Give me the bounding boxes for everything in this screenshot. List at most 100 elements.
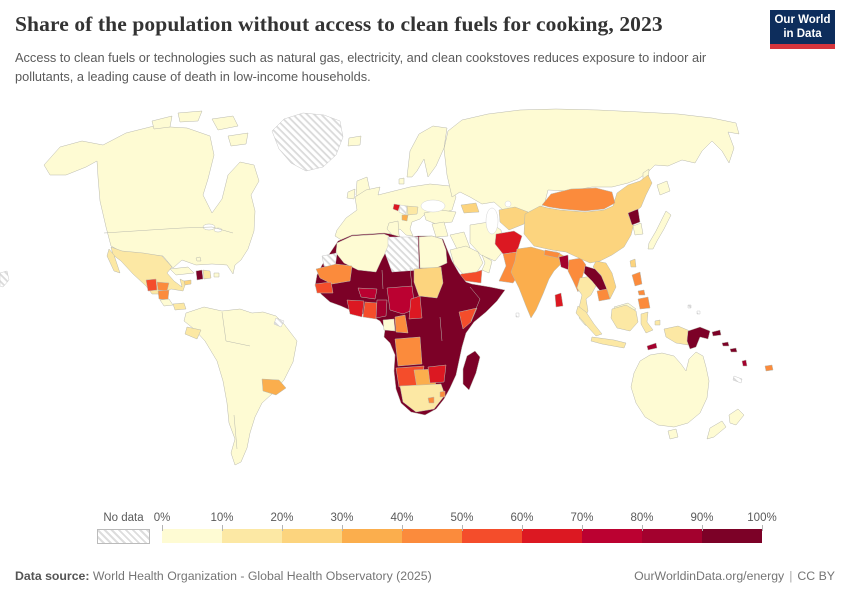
region-south-america[interactable] — [183, 306, 298, 466]
region-denmark[interactable] — [398, 177, 405, 185]
region-mexico[interactable] — [106, 248, 121, 274]
legend-swatch-90-100%[interactable] — [702, 529, 762, 543]
region-arctic-islands[interactable] — [211, 115, 239, 131]
region-south-korea[interactable] — [632, 222, 644, 236]
region-indonesia[interactable] — [590, 336, 627, 349]
region-bahamas[interactable] — [195, 256, 202, 262]
region-haiti[interactable] — [195, 269, 204, 281]
region-mauritania[interactable] — [315, 263, 353, 285]
region-north-america[interactable] — [43, 125, 260, 275]
region-bulgaria[interactable] — [406, 205, 419, 216]
legend-swatch-60-70%[interactable] — [522, 529, 582, 543]
region-arctic-islands[interactable] — [151, 115, 173, 130]
region-australia[interactable] — [630, 351, 710, 428]
region-guatemala[interactable] — [145, 278, 158, 292]
region-cameroon[interactable] — [408, 295, 423, 320]
region-ecuador[interactable] — [184, 326, 202, 340]
region-north-macedonia[interactable] — [401, 214, 409, 222]
region-vanuatu[interactable] — [741, 359, 748, 367]
region-solomon-islands[interactable] — [729, 347, 738, 353]
region-oman[interactable] — [481, 254, 493, 274]
region-north-korea[interactable] — [627, 208, 641, 226]
region-philippines[interactable] — [637, 296, 651, 310]
region-greenland[interactable] — [271, 112, 344, 172]
region-indonesia[interactable] — [575, 305, 603, 337]
region-saudi-arabia[interactable] — [449, 245, 484, 275]
region-scandinavia[interactable] — [406, 125, 448, 178]
region-congo[interactable] — [394, 314, 409, 334]
region-costa-rica[interactable] — [159, 298, 174, 307]
legend-swatch-40-50%[interactable] — [402, 529, 462, 543]
region-honduras[interactable] — [156, 281, 170, 292]
license-link[interactable]: CC BY — [797, 569, 835, 583]
region-new-caledonia[interactable] — [732, 375, 743, 384]
region-puerto-rico[interactable] — [213, 272, 220, 278]
region-cote-divoire[interactable] — [346, 299, 365, 318]
region-micronesia[interactable] — [687, 304, 692, 309]
legend-swatch-10-20%[interactable] — [222, 529, 282, 543]
legend-swatch-20-30%[interactable] — [282, 529, 342, 543]
region-gabon[interactable] — [382, 318, 396, 332]
region-paraguay[interactable] — [261, 378, 287, 396]
region-turkmenistan-uzbekistan[interactable] — [498, 206, 529, 231]
region-sri-lanka[interactable] — [554, 292, 564, 308]
region-kenya[interactable] — [458, 307, 478, 330]
legend-swatch-30-40%[interactable] — [342, 529, 402, 543]
region-nepal[interactable] — [543, 249, 561, 259]
region-caucasus[interactable] — [460, 202, 480, 214]
region-nicaragua[interactable] — [157, 289, 170, 301]
region-japan[interactable] — [647, 210, 672, 250]
region-papua-new-guinea[interactable] — [686, 326, 711, 350]
region-angola[interactable] — [394, 336, 423, 367]
region-cambodia[interactable] — [596, 288, 611, 302]
region-senegal[interactable] — [314, 281, 334, 294]
region-philippines[interactable] — [631, 271, 643, 287]
region-togo-benin[interactable] — [375, 299, 388, 319]
region-indonesia[interactable] — [663, 325, 691, 346]
region-new-zealand[interactable] — [728, 408, 745, 426]
legend-swatch-50-60%[interactable] — [462, 529, 522, 543]
region-panama[interactable] — [172, 302, 187, 311]
region-new-zealand[interactable] — [706, 420, 727, 440]
region-french-guiana[interactable] — [273, 317, 285, 328]
region-pacific-fragment[interactable] — [0, 270, 10, 288]
region-japan[interactable] — [656, 180, 671, 196]
legend-swatch-70-80%[interactable] — [582, 529, 642, 543]
region-indonesia[interactable] — [640, 311, 654, 334]
region-fiji[interactable] — [764, 364, 774, 372]
region-south-africa[interactable] — [399, 383, 446, 413]
region-philippines[interactable] — [637, 289, 646, 296]
legend-swatch-80-90%[interactable] — [642, 529, 702, 543]
region-ghana[interactable] — [362, 301, 378, 320]
region-turkey[interactable] — [423, 209, 457, 225]
region-libya[interactable] — [384, 236, 420, 273]
region-ireland[interactable] — [346, 188, 356, 200]
region-arctic-islands[interactable] — [227, 132, 249, 147]
region-burkina-faso[interactable] — [357, 287, 378, 300]
region-zimbabwe[interactable] — [427, 364, 447, 384]
no-data-swatch[interactable] — [97, 529, 150, 544]
region-papua-new-guinea[interactable] — [711, 329, 722, 337]
region-russia[interactable] — [443, 108, 740, 215]
region-eswatini[interactable] — [439, 390, 446, 398]
region-timor-leste[interactable] — [646, 342, 658, 351]
region-taiwan[interactable] — [629, 258, 637, 268]
region-lesotho[interactable] — [427, 396, 435, 404]
region-solomon-islands[interactable] — [721, 341, 730, 347]
region-bangladesh[interactable] — [558, 254, 570, 271]
region-mongolia[interactable] — [541, 187, 616, 212]
region-dominican-republic[interactable] — [202, 269, 212, 280]
region-jamaica[interactable] — [183, 279, 192, 286]
owid-url-link[interactable]: OurWorldinData.org/energy — [634, 569, 785, 583]
region-cuba[interactable] — [169, 266, 195, 276]
owid-logo[interactable]: Our World in Data — [770, 10, 835, 49]
region-indonesia[interactable] — [654, 319, 661, 326]
region-levant[interactable] — [431, 221, 449, 238]
region-australia[interactable] — [667, 428, 679, 440]
region-arctic-islands[interactable] — [177, 110, 203, 123]
region-indonesia[interactable] — [610, 304, 639, 332]
region-maldives[interactable] — [515, 312, 520, 318]
region-iceland[interactable] — [347, 135, 362, 147]
legend-swatch-0-10%[interactable] — [162, 529, 222, 543]
region-nigeria[interactable] — [386, 285, 416, 315]
